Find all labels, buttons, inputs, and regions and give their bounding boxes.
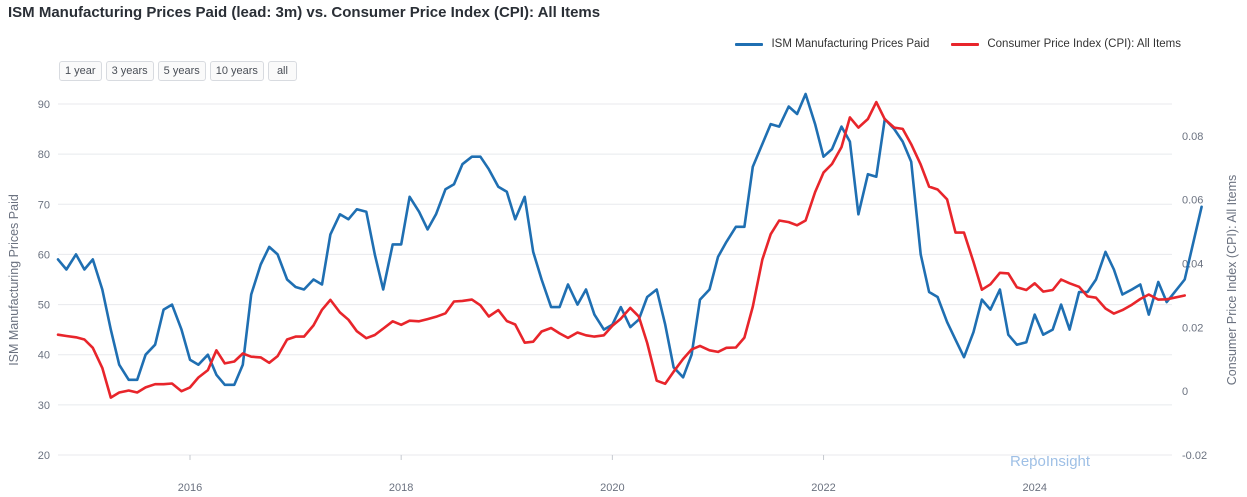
left-tick-label: 60 [38,249,50,261]
x-tick-label: 2024 [1022,482,1046,494]
x-tick-label: 2020 [600,482,624,494]
legend[interactable]: ISM Manufacturing Prices Paid Consumer P… [735,38,1181,50]
right-tick-label: -0.02 [1182,450,1207,462]
legend-label-cpi: Consumer Price Index (CPI): All Items [987,38,1181,50]
left-axis-title: ISM Manufacturing Prices Paid [7,194,21,366]
legend-item-ism[interactable]: ISM Manufacturing Prices Paid [735,38,929,50]
range-button-all[interactable]: all [267,61,297,81]
left-tick-label: 40 [38,350,50,362]
x-tick-label: 2016 [178,482,202,494]
chart-title: ISM Manufacturing Prices Paid (lead: 3m)… [8,4,601,21]
right-tick-label: 0.06 [1182,195,1203,207]
series-lines [56,92,1203,399]
legend-item-cpi[interactable]: Consumer Price Index (CPI): All Items [951,38,1181,50]
legend-swatch-cpi [951,42,980,46]
right-tick-label: 0 [1182,386,1188,398]
left-tick-label: 50 [38,300,50,312]
left-tick-label: 20 [38,450,50,462]
right-tick-label: 0.02 [1182,322,1203,334]
x-tick-label: 2022 [811,482,835,494]
range-button-10-years[interactable]: 10 years [209,61,264,81]
right-y-axis: -0.02 0 0.02 0.04 0.06 0.08 [1182,131,1207,462]
legend-label-ism: ISM Manufacturing Prices Paid [771,38,930,50]
left-tick-label: 30 [38,400,50,412]
gridlines [58,103,1172,456]
x-axis: 2016 2018 2020 2022 2024 [178,455,1047,494]
left-y-axis: 20 30 40 50 60 70 80 90 [38,99,50,462]
right-axis-title: Consumer Price Index (CPI): All Items [1225,175,1239,385]
range-button-5-years[interactable]: 5 years [157,61,206,81]
x-tick-label: 2018 [389,482,413,494]
left-tick-label: 90 [38,99,50,111]
watermark: RepoInsight [1010,453,1091,470]
left-tick-label: 70 [38,199,50,211]
legend-swatch-ism [735,42,764,46]
range-button-3-years[interactable]: 3 years [105,61,154,81]
range-selector: 1 year 3 years 5 years 10 years all [59,61,297,81]
series-line-cpi [56,100,1186,399]
range-button-1-year[interactable]: 1 year [59,61,102,81]
right-tick-label: 0.04 [1182,259,1203,271]
left-tick-label: 80 [38,149,50,161]
right-tick-label: 0.08 [1182,131,1203,143]
series-line-ism [56,92,1203,387]
